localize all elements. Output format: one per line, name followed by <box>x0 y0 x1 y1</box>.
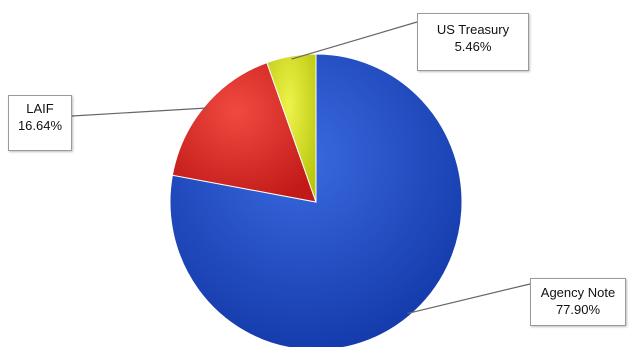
data-label-us-treasury: US Treasury 5.46% <box>417 13 529 71</box>
slice-value-laif: 16.64% <box>17 118 63 133</box>
pie-slice-us-treasury <box>266 53 317 203</box>
leader-line-us-treasury <box>291 21 418 60</box>
slice-label-agency-note: Agency Note <box>540 285 616 300</box>
slice-value-us-treasury: 5.46% <box>454 39 492 54</box>
data-label-laif: LAIF 16.64% <box>8 95 72 151</box>
data-label-agency-note: Agency Note 77.90% <box>530 278 626 326</box>
pie-slice-laif <box>171 61 317 203</box>
slice-value-agency-note: 77.90% <box>555 302 601 317</box>
slice-label-laif: LAIF <box>26 101 54 116</box>
leader-line-laif <box>71 107 208 117</box>
slice-label-us-treasury: US Treasury <box>436 22 510 37</box>
leader-line-agency-note <box>407 283 531 315</box>
